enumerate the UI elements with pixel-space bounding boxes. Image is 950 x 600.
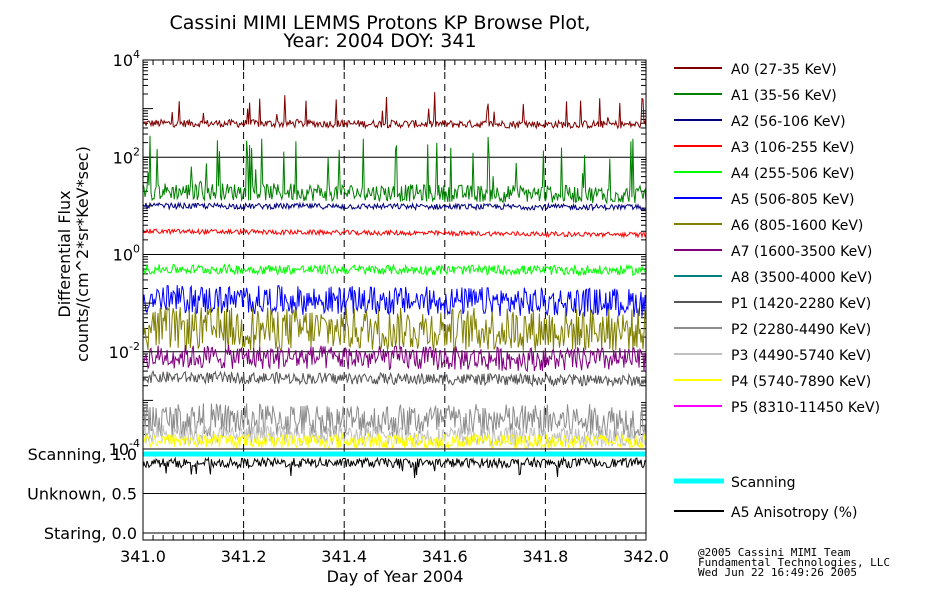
lower-series-anisotropy [142,456,647,479]
panel-frames [142,59,647,541]
y-tick-label: 104 [113,48,140,70]
x-tick-label: 341.2 [221,547,267,566]
lower-y-label: Staring, 0.0 [44,524,137,543]
x-tick-label: 341.0 [120,547,166,566]
credits-line1: @2005 Cassini MIMI Team [698,546,851,559]
lower-legend: Scanning A5 Anisotropy (%) [674,475,858,521]
y-tick-label: 100 [113,243,140,265]
lower-y-label: Scanning, 1.0 [28,445,137,464]
lower-legend-label: Scanning [731,475,796,491]
legend-label: A3 (106-255 KeV) [731,140,854,156]
x-tick-labels: 341.0 341.2 341.4 341.6 341.8 342.0 [120,547,669,566]
y-tick-label: 10-4 [109,437,140,459]
series-line-p2 [142,403,647,439]
y-tick-label: 102 [113,145,140,167]
series-line-a2 [142,201,647,212]
series-line-p4 [142,432,647,450]
y-axis-label-line2: counts/(cm^2*sr*KeV*sec) [73,146,92,362]
legend-label: A1 (35-56 KeV) [731,88,837,104]
series-line-a0 [142,92,647,130]
y-axis-label-line1: Differential Flux [55,190,74,317]
legend-label: A2 (56-106 KeV) [731,114,846,130]
credits-line3: Wed Jun 22 16:49:26 2005 [698,566,857,579]
legend-label: A0 (27-35 KeV) [731,62,837,78]
chart-subtitle: Year: 2004 DOY: 341 [282,30,476,52]
series-line-a6 [142,306,647,352]
x-axis-label: Day of Year 2004 [327,567,464,586]
legend-label: A8 (3500-4000 KeV) [731,270,872,286]
x-tick-label: 341.6 [422,547,468,566]
legend-label: P2 (2280-4490 KeV) [731,322,871,338]
lower-panel-frame [142,448,647,541]
legend-label: P5 (8310-11450 KeV) [731,400,880,416]
series-line-a5 [142,284,647,317]
x-tick-label: 341.4 [321,547,367,566]
chart-title: Cassini MIMI LEMMS Protons KP Browse Plo… [169,12,590,34]
lower-panel-labels: Scanning, 1.0 Unknown, 0.5 Staring, 0.0 [27,445,137,543]
series-line-p1 [142,370,647,388]
legend-label: P3 (4490-5740 KeV) [731,348,871,364]
series-line-a3 [142,227,647,239]
lower-y-label: Unknown, 0.5 [27,485,137,504]
legend-label: A4 (255-506 KeV) [731,166,854,182]
x-tick-label: 342.0 [623,547,669,566]
series-line-a1 [142,135,647,205]
legend: A0 (27-35 KeV) A1 (35-56 KeV) A2 (56-106 K… [674,62,880,416]
credits-line2: Fundamental Technologies, LLC [698,556,890,569]
legend-label: A6 (805-1600 KeV) [731,218,863,234]
legend-label: P1 (1420-2280 KeV) [731,296,871,312]
y-tick-label: 10-2 [109,340,140,362]
y-tick-labels: 104 102 100 10-2 10-4 [109,48,140,459]
legend-label: A7 (1600-3500 KeV) [731,244,872,260]
legend-label: P4 (5740-7890 KeV) [731,374,871,390]
lower-panel-series [142,451,647,479]
x-tick-label: 341.8 [522,547,568,566]
series-line-a4 [142,263,647,277]
lower-legend-label: A5 Anisotropy (%) [731,505,858,521]
legend-label: A5 (506-805 KeV) [731,192,854,208]
series-line-a7 [142,344,647,373]
upper-panel-series [142,92,647,450]
